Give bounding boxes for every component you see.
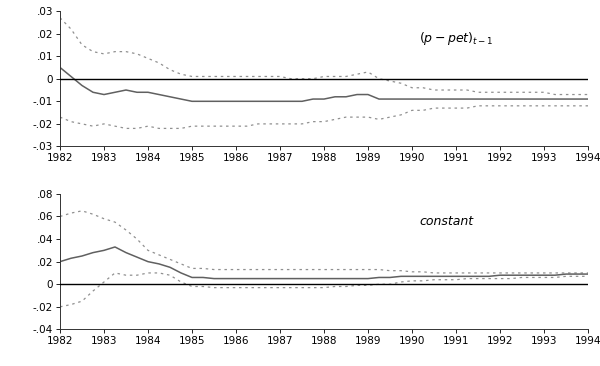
Text: $(p-pet)_{t-1}$: $(p-pet)_{t-1}$ <box>419 30 494 46</box>
Text: constant: constant <box>419 214 473 228</box>
